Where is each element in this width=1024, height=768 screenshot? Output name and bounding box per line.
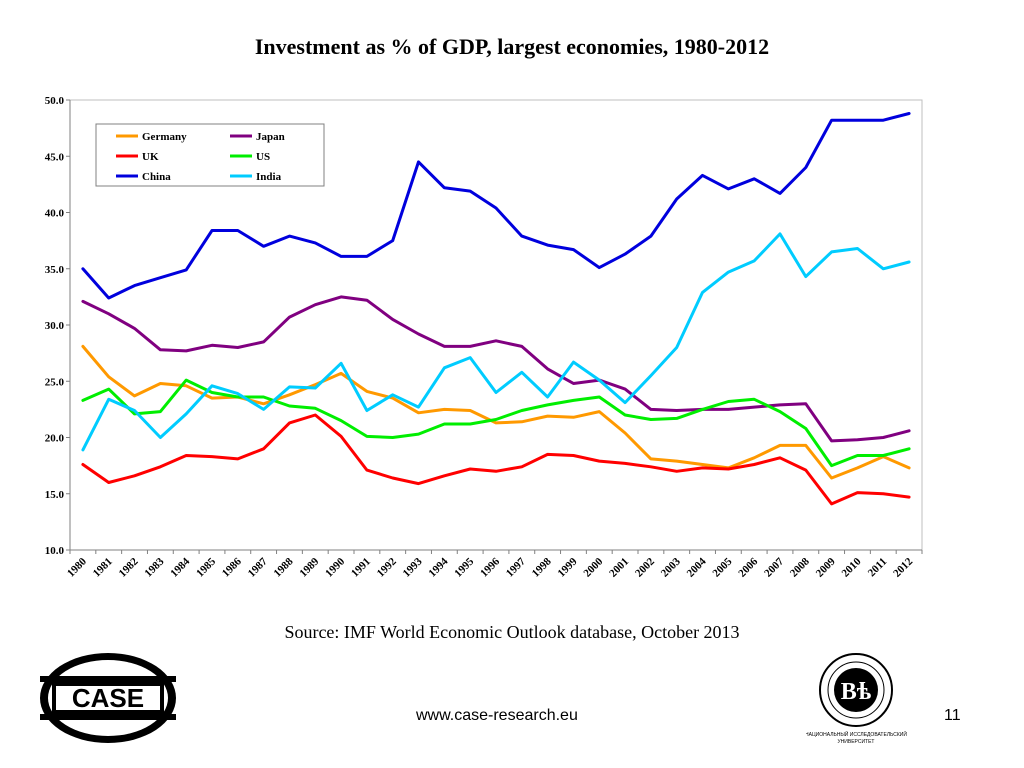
x-tick-label: 1986 (220, 555, 244, 579)
case-logo[interactable]: CASE (38, 650, 178, 746)
x-tick-label: 2009 (814, 555, 838, 579)
y-axis: 10.0 15.0 20.0 25.0 30.0 35.0 40.0 45.0 50.0 (45, 95, 71, 557)
x-axis: 1980 1981 1982 1983 1984 1985 1986 1987 1988 1989… (65, 549, 923, 580)
legend: Germany Japan UK US China India (95, 123, 325, 187)
legend-label: Germany (142, 131, 187, 143)
series-line-india (81, 232, 911, 452)
svg-text:Вѣ: Вѣ (841, 679, 872, 705)
x-tick-label: 2007 (762, 555, 786, 579)
legend-label: US (256, 151, 270, 163)
x-tick-label: 1996 (478, 555, 502, 579)
source-note: Source: IMF World Economic Outlook datab… (284, 622, 740, 642)
x-tick-label: 1984 (168, 555, 192, 579)
x-tick-label: 1985 (194, 555, 218, 579)
hse-logo[interactable]: Вѣ НАЦИОНАЛЬНЫЙ ИССЛЕДОВАТЕЛЬСКИЙ УНИВЕР… (806, 650, 916, 750)
series-line-us (81, 378, 911, 468)
x-tick-label: 1994 (426, 555, 450, 579)
x-tick-label: 1983 (142, 555, 166, 579)
x-tick-label: 1990 (323, 555, 347, 579)
x-tick-label: 2001 (607, 556, 631, 580)
hse-caption-line1: НАЦИОНАЛЬНЫЙ ИССЛЕДОВАТЕЛЬСКИЙ (806, 730, 907, 738)
x-tick-label: 2002 (633, 555, 657, 579)
legend-label: Japan (256, 131, 285, 143)
x-tick-label: 1997 (504, 555, 528, 579)
page-number: 11 (944, 707, 961, 724)
slide-title: Investment as % of GDP, largest economie… (254, 34, 770, 59)
x-tick-label: 2010 (840, 555, 864, 579)
series-line-germany (81, 344, 911, 480)
x-tick-label: 2012 (891, 555, 915, 579)
series-layer (81, 112, 911, 506)
series-line-japan (81, 295, 911, 443)
x-tick-label: 1992 (375, 555, 399, 579)
x-tick-label: 1981 (91, 556, 115, 580)
x-tick-label: 2006 (736, 555, 760, 579)
x-tick-label: 1995 (452, 555, 476, 579)
x-tick-label: 1987 (246, 555, 270, 579)
x-tick-label: 2004 (685, 555, 709, 579)
x-tick-label: 2005 (710, 555, 734, 579)
website-link[interactable]: www.case-research.eu (416, 707, 578, 724)
y-tick-label: 10.0 (45, 545, 65, 557)
x-tick-label: 2011 (866, 556, 890, 580)
x-tick-label: 2000 (581, 555, 605, 579)
x-tick-label: 1998 (530, 555, 554, 579)
legend-label: India (256, 171, 282, 183)
case-logo-text: CASE (72, 683, 144, 713)
x-tick-label: 1988 (272, 555, 296, 579)
x-tick-label: 1989 (297, 555, 321, 579)
y-tick-label: 50.0 (45, 95, 65, 107)
y-tick-label: 45.0 (45, 151, 65, 163)
hse-caption-line2: УНИВЕРСИТЕТ (838, 739, 875, 745)
line-chart: 10.0 15.0 20.0 25.0 30.0 35.0 40.0 45.0 50.0 198… (45, 95, 923, 580)
legend-label: UK (142, 151, 159, 163)
legend-label: China (142, 171, 171, 183)
y-tick-label: 30.0 (45, 320, 65, 332)
y-tick-label: 15.0 (45, 489, 65, 501)
x-tick-label: 1982 (117, 555, 141, 579)
y-tick-label: 40.0 (45, 208, 65, 220)
y-tick-label: 35.0 (45, 264, 65, 276)
x-tick-label: 2003 (659, 555, 683, 579)
y-tick-label: 20.0 (45, 433, 65, 445)
x-tick-label: 1999 (556, 555, 580, 579)
x-tick-label: 1991 (349, 556, 373, 580)
x-tick-label: 1980 (65, 555, 89, 579)
series-line-china (81, 112, 911, 300)
y-tick-label: 25.0 (45, 376, 65, 388)
series-line-uk (81, 413, 911, 506)
x-tick-label: 2008 (788, 555, 812, 579)
x-tick-label: 1993 (401, 555, 425, 579)
